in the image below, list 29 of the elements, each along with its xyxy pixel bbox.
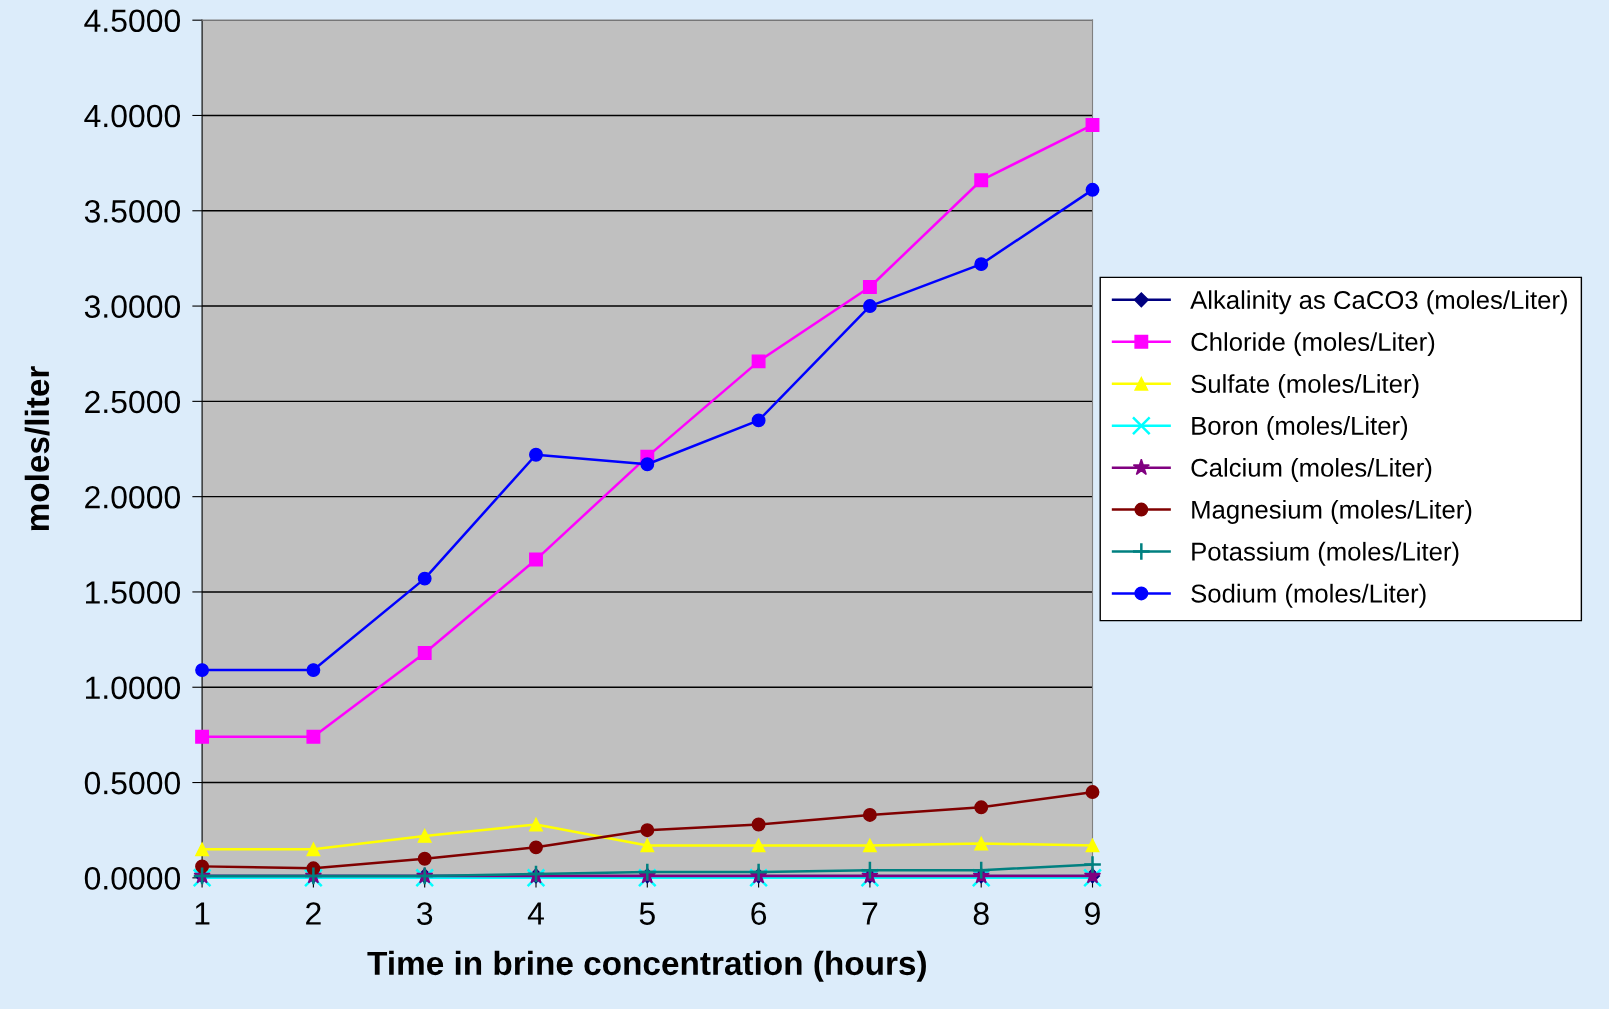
x-tick-label: 7	[862, 902, 878, 925]
x-tick-label: 3	[417, 902, 433, 925]
x-tick-label: 4	[527, 902, 544, 925]
legend-label: Sodium (moles/Liter)	[1191, 583, 1426, 608]
legend-label: Potassium (moles/Liter)	[1192, 541, 1459, 566]
y-tick-label: 2.0000	[85, 485, 181, 509]
x-tick-label: 5	[639, 902, 655, 925]
legend-label: Alkalinity as CaCO3 (moles/Liter)	[1190, 290, 1567, 315]
x-tick-label: 2	[306, 902, 321, 925]
x-tick-label: 9	[1085, 902, 1100, 925]
y-tick-label: 3.5000	[84, 200, 181, 223]
y-tick-label: 1.5000	[86, 581, 181, 604]
x-tick-label: 1	[195, 902, 210, 925]
legend-label: Calcium (moles/Liter)	[1191, 458, 1432, 482]
y-tick-label: 4.5000	[84, 9, 181, 33]
legend-label: Chloride (moles/Liter)	[1191, 332, 1435, 357]
y-tick-label: 3.0000	[84, 295, 181, 318]
legend-label: Sulfate (moles/Liter)	[1191, 374, 1419, 399]
x-axis-title: Time in brine concentration (hours)	[367, 950, 926, 982]
x-tick-label: 6	[751, 902, 767, 925]
y-tick-label: 4.0000	[84, 104, 181, 128]
y-tick-label: 2.5000	[85, 390, 181, 414]
y-tick-label: 1.0000	[86, 676, 181, 700]
legend-label: Boron (moles/Liter)	[1192, 416, 1408, 440]
y-tick-label: 0.0000	[84, 867, 181, 890]
y-tick-label: 0.5000	[84, 771, 181, 795]
x-tick-label: 8	[973, 902, 989, 925]
legend-label: Magnesium (moles/Liter)	[1192, 499, 1472, 524]
y-axis-title: moles/liter	[24, 366, 50, 531]
